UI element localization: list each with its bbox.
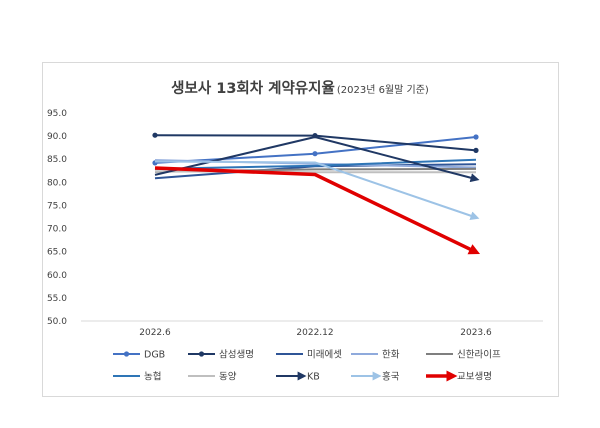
legend-label: 교보생명 (457, 372, 492, 383)
series-lines (152, 132, 481, 255)
x-tick-label: 2023.6 (460, 328, 492, 338)
legend-label: DGB (144, 350, 165, 361)
series-line-DGB (154, 136, 477, 164)
line-chart: 생보사 13회차 계약유지율 (2023년 6월말 기준) 50.0 55.0 60.0… (47, 79, 543, 383)
legend-item-흥국: 흥국 (351, 371, 400, 383)
y-tick-label: 90.0 (47, 132, 67, 142)
legend-label: 동양 (219, 372, 237, 383)
chart-title-subtitle: (2023년 6월말 기준) (337, 84, 429, 96)
chart-frame: 생보사 13회차 계약유지율 (2023년 6월말 기준) 50.0 55.0 60.0… (42, 62, 559, 397)
legend-item-삼성생명: 삼성생명 (188, 350, 254, 361)
x-tick-label: 2022.6 (139, 328, 171, 338)
legend-item-미래에셋: 미래에셋 (276, 350, 342, 361)
legend-label: 삼성생명 (219, 350, 254, 361)
chart-title: 생보사 13회차 계약유지율 (2023년 6월말 기준) (171, 79, 429, 97)
legend-label: KB (307, 372, 320, 383)
y-tick-label: 95.0 (47, 109, 67, 119)
data-point-DGB (473, 134, 479, 140)
legend-label: 한화 (382, 350, 400, 361)
legend-label: 농협 (144, 371, 161, 383)
data-point-DGB (312, 151, 318, 157)
legend-item-동양: 동양 (188, 372, 237, 383)
x-tick-label: 2022.12 (296, 328, 333, 338)
x-axis-ticks: 2022.6 2022.12 2023.6 (139, 328, 492, 338)
legend-item-KB: KB (276, 371, 320, 383)
chart-title-main: 생보사 13회차 계약유지율 (171, 79, 335, 97)
y-axis-ticks: 50.0 55.0 60.0 65.0 70.0 75.0 80.0 85.0 90.0 95.0 (47, 109, 67, 327)
series-line-흥국 (154, 160, 480, 221)
y-tick-label: 55.0 (47, 294, 67, 304)
y-tick-label: 50.0 (47, 317, 67, 327)
legend-label: 신한라이프 (457, 350, 501, 361)
legend-item-농협: 농협 (113, 371, 161, 383)
legend-dot (198, 351, 205, 357)
legend-item-한화: 한화 (351, 350, 400, 361)
legend-item-DGB: DGB (113, 350, 165, 361)
y-tick-label: 65.0 (47, 248, 67, 258)
y-tick-label: 80.0 (47, 178, 67, 188)
data-point-삼성생명 (473, 147, 479, 153)
y-tick-label: 75.0 (47, 201, 67, 211)
y-tick-label: 60.0 (47, 271, 67, 281)
series-line-농협 (154, 158, 477, 170)
legend-label: 미래에셋 (307, 350, 342, 361)
y-tick-label: 85.0 (47, 155, 67, 165)
y-tick-label: 70.0 (47, 225, 67, 235)
legend-item-교보생명: 교보생명 (426, 370, 492, 383)
legend-dot (123, 351, 130, 357)
legend-label: 흥국 (382, 371, 400, 383)
legend-item-신한라이프: 신한라이프 (426, 350, 501, 361)
series-line-교보생명 (154, 166, 481, 255)
data-point-삼성생명 (152, 132, 158, 138)
